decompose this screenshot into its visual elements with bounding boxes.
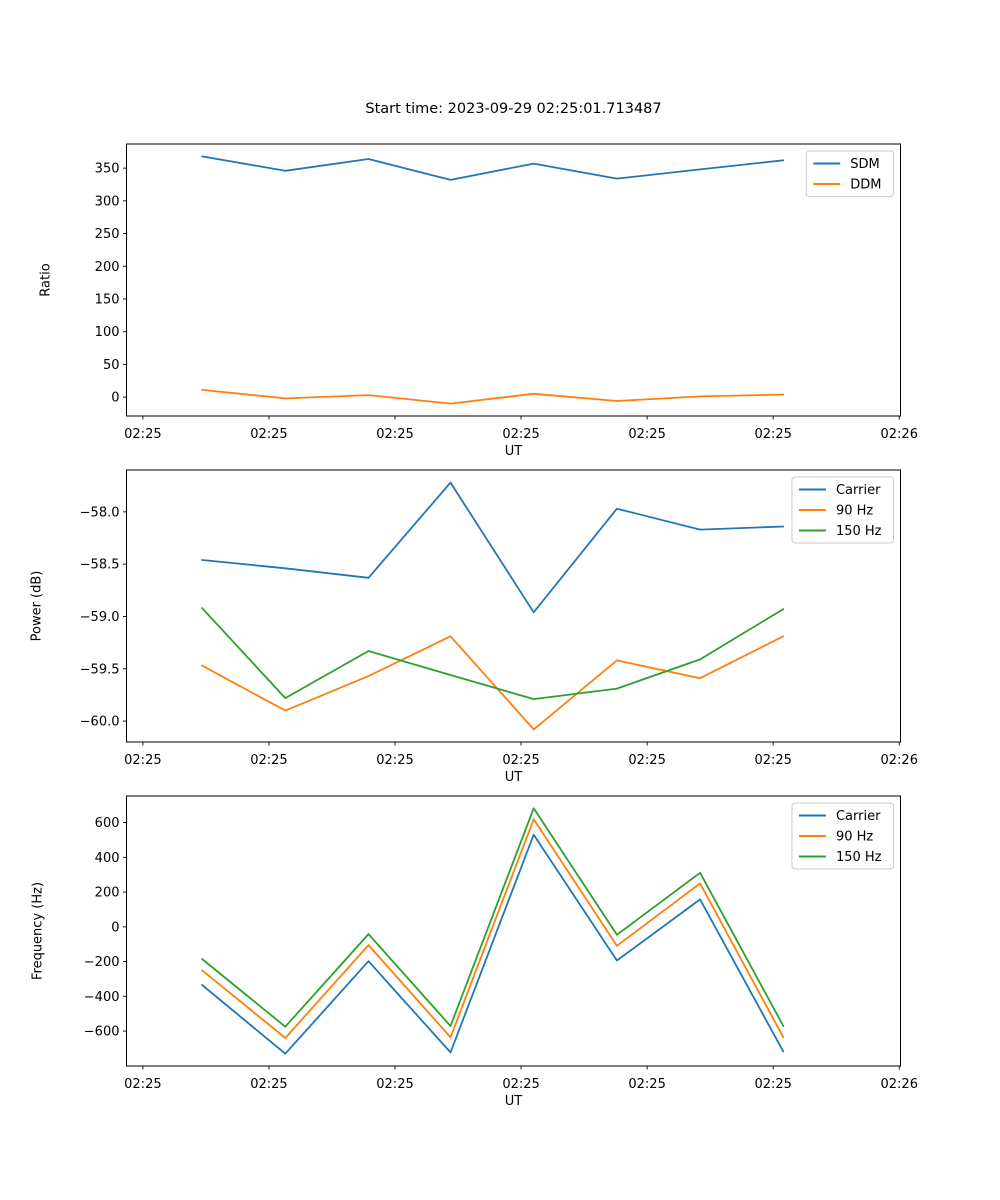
series-line-90-hz — [201, 635, 785, 731]
series-line-sdm — [201, 155, 785, 181]
y-tick-label: 50 — [103, 358, 120, 373]
x-tick-label: 02:25 — [250, 427, 287, 442]
y-tick-label: −60.0 — [80, 715, 120, 730]
ylabel-ratio: Ratio — [38, 263, 54, 297]
x-tick-label: 02:25 — [250, 1077, 287, 1092]
legend-label: 150 Hz — [836, 850, 882, 865]
y-tick-label: −59.5 — [80, 662, 120, 677]
y-tick-label: 300 — [95, 194, 120, 209]
legend-label: SDM — [850, 157, 879, 172]
series-line-carrier — [201, 481, 785, 614]
legend-label: 90 Hz — [836, 504, 873, 519]
x-tick-label: 02:25 — [376, 427, 413, 442]
axes-frame — [126, 469, 901, 743]
x-tick-label: 02:25 — [502, 427, 539, 442]
series-line-150-hz — [201, 807, 785, 1028]
xlabel-ut-1: UT — [504, 444, 523, 459]
legend: Carrier 90 Hz 150 Hz — [791, 802, 894, 870]
legend-label: 90 Hz — [836, 830, 873, 845]
legend-label: 150 Hz — [836, 524, 882, 539]
x-tick-label: 02:26 — [881, 427, 918, 442]
legend-box — [805, 150, 894, 197]
x-tick-label: 02:25 — [754, 427, 791, 442]
y-tick-label: −58.5 — [80, 558, 120, 573]
xlabel-ut-3: UT — [504, 1094, 523, 1109]
x-tick-label: 02:26 — [881, 1077, 918, 1092]
subplot-3: 02:25 02:25 02:25 02:25 02:25 02:25 02:26 600 40… — [84, 795, 918, 1092]
subplot-1: 02:25 02:25 02:25 02:25 02:25 02:25 02:26 0 50 10… — [95, 143, 918, 442]
y-tick-label: 400 — [95, 851, 120, 866]
legend-box — [791, 802, 894, 870]
ylabel-frequency: Frequency (Hz) — [30, 881, 46, 981]
x-tick-label: 02:25 — [376, 1077, 413, 1092]
series-line-ddm — [201, 388, 785, 405]
x-tick-label: 02:25 — [628, 1077, 665, 1092]
x-tick-label: 02:25 — [124, 1077, 161, 1092]
series-line-90-hz — [201, 818, 785, 1039]
x-tick-label: 02:25 — [124, 753, 161, 768]
subplot-2: 02:25 02:25 02:25 02:25 02:25 02:25 02:26 −58.0… — [80, 469, 918, 768]
axes-frame — [126, 143, 901, 417]
y-tick-label: −400 — [84, 990, 120, 1005]
y-tick-label: 350 — [95, 162, 120, 177]
x-tick-label: 02:25 — [502, 753, 539, 768]
y-tick-label: 150 — [95, 292, 120, 307]
y-tick-label: −600 — [84, 1025, 120, 1040]
x-tick-label: 02:25 — [754, 1077, 791, 1092]
y-tick-label: 0 — [111, 391, 119, 406]
legend-label: Carrier — [836, 483, 881, 498]
y-tick-label: 0 — [111, 920, 119, 935]
legend: Carrier 90 Hz 150 Hz — [791, 476, 894, 544]
legend-label: Carrier — [836, 809, 881, 824]
xlabel-ut-2: UT — [504, 770, 523, 785]
x-tick-label: 02:25 — [628, 427, 665, 442]
series-line-150-hz — [201, 607, 785, 700]
axes-frame — [126, 795, 901, 1067]
x-tick-label: 02:25 — [628, 753, 665, 768]
ylabel-power: Power (dB) — [29, 570, 45, 642]
y-tick-label: 200 — [95, 260, 120, 275]
series-line-carrier — [201, 833, 785, 1055]
x-tick-label: 02:25 — [376, 753, 413, 768]
y-tick-label: 100 — [95, 325, 120, 340]
x-tick-label: 02:25 — [502, 1077, 539, 1092]
x-tick-label: 02:26 — [881, 753, 918, 768]
y-tick-label: −200 — [84, 955, 120, 970]
y-tick-label: −59.0 — [80, 610, 120, 625]
legend: SDM DDM — [805, 150, 894, 197]
legend-box — [791, 476, 894, 544]
y-tick-label: 600 — [95, 816, 120, 831]
x-tick-label: 02:25 — [250, 753, 287, 768]
y-tick-label: −58.0 — [80, 505, 120, 520]
y-tick-label: 250 — [95, 227, 120, 242]
x-tick-label: 02:25 — [754, 753, 791, 768]
subplot1-title: Start time: 2023-09-29 02:25:01.713487 — [365, 101, 662, 117]
x-tick-label: 02:25 — [124, 427, 161, 442]
y-tick-label: 200 — [95, 886, 120, 901]
legend-label: DDM — [850, 178, 881, 193]
